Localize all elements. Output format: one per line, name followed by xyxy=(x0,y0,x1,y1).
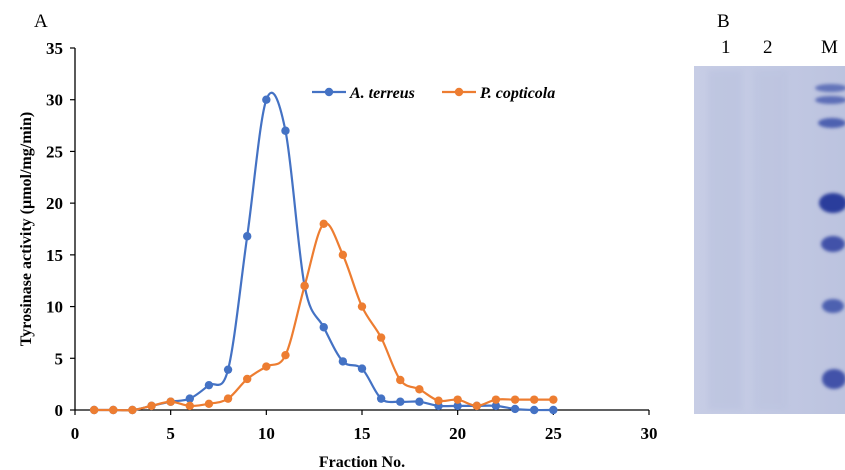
series-1-point-15 xyxy=(357,364,367,373)
series-1-point-20 xyxy=(453,401,462,411)
series-2-point-17 xyxy=(396,375,405,385)
series-1-line xyxy=(94,91,554,412)
y-tick-label: 35 xyxy=(46,39,63,58)
x-tick-label: 0 xyxy=(71,424,80,443)
series-2-point-20 xyxy=(453,395,462,404)
series-2-point-3 xyxy=(128,405,137,415)
x-tick-label: 30 xyxy=(641,424,658,443)
series-2-point-24 xyxy=(530,395,539,404)
y-tick-label: 0 xyxy=(55,401,64,420)
x-tick-label: 20 xyxy=(449,424,466,443)
y-tick-label: 30 xyxy=(46,91,63,110)
y-tick-label: 10 xyxy=(46,298,63,317)
series-2-point-23 xyxy=(510,395,520,404)
marker-band-5 xyxy=(821,236,845,252)
series-2-point-2 xyxy=(109,405,118,415)
marker-band-7 xyxy=(822,369,845,389)
series-2-point-10 xyxy=(262,362,271,371)
series-2-point-9 xyxy=(243,374,252,384)
gel-lane-label-m: M xyxy=(821,37,838,58)
x-tick-label: 15 xyxy=(354,424,371,443)
series-1-point-11 xyxy=(281,126,290,135)
series-1-point-16 xyxy=(376,394,386,403)
y-tick-label: 25 xyxy=(46,142,63,161)
marker-band-4 xyxy=(819,193,845,213)
series-1-point-13 xyxy=(319,323,328,332)
marker-band-2 xyxy=(815,96,845,104)
series-2-point-6 xyxy=(185,401,194,411)
tyrosinase-activity-chart: 0 5 10 15 20 25 30 35 0 5 10 15 20 25 30 Fraction No. Ty… xyxy=(18,39,658,470)
marker-band-6 xyxy=(822,299,844,313)
series-1-point-10 xyxy=(262,95,271,104)
chart-series xyxy=(89,91,558,415)
series-2-point-16 xyxy=(376,333,386,342)
series-1-point-25 xyxy=(549,405,558,415)
series-2-point-8 xyxy=(223,394,233,403)
y-tick-label: 15 xyxy=(46,246,63,265)
series-2-point-22 xyxy=(491,395,501,404)
series-2-point-21 xyxy=(472,401,481,411)
y-axis-title: Tyrosinase activity (µmol/mg/min) xyxy=(18,112,35,346)
series-1-point-6 xyxy=(185,394,194,403)
marker-band-3 xyxy=(818,118,845,128)
series-2-point-4 xyxy=(147,401,156,411)
legend-marker-1 xyxy=(324,87,334,97)
legend-label-2: P. copticola xyxy=(479,85,555,102)
panel-b-label: B xyxy=(717,11,730,32)
gel-lane-2-smear xyxy=(754,70,788,410)
series-1-point-9 xyxy=(243,232,252,241)
series-1-point-8 xyxy=(223,365,233,374)
series-2-point-5 xyxy=(166,397,175,406)
x-tick-label: 10 xyxy=(258,424,275,443)
gel-lane-label-1: 1 xyxy=(721,37,731,58)
series-1-point-23 xyxy=(510,404,520,414)
series-2-point-12 xyxy=(300,281,309,291)
series-2-point-14 xyxy=(338,250,348,260)
series-1-point-18 xyxy=(415,397,424,406)
series-2-point-13 xyxy=(319,219,328,229)
legend-label-1: A. terreus xyxy=(349,85,415,102)
chart-legend: A. terreus P. copticola xyxy=(312,85,555,102)
chart-axes: 0 5 10 15 20 25 30 35 0 5 10 15 20 25 30 Fraction No. Ty… xyxy=(18,39,658,470)
legend-marker-2 xyxy=(454,87,464,97)
gel-lane-label-2: 2 xyxy=(763,37,773,58)
series-2-line xyxy=(94,222,554,412)
series-2 xyxy=(89,219,558,415)
y-tick-label: 20 xyxy=(46,194,63,213)
series-1-point-22 xyxy=(491,401,501,411)
series-1-point-17 xyxy=(396,397,405,406)
gel-lane-1-smear xyxy=(708,70,742,410)
series-2-point-18 xyxy=(415,385,424,394)
x-tick-label: 25 xyxy=(545,424,562,443)
series-2-point-19 xyxy=(434,396,443,405)
series-1-point-24 xyxy=(530,405,539,415)
series-2-point-7 xyxy=(204,399,214,408)
x-tick-label: 5 xyxy=(166,424,175,443)
series-1-point-7 xyxy=(204,380,214,390)
series-2-point-11 xyxy=(281,350,290,360)
series-1-point-14 xyxy=(338,357,348,366)
series-1 xyxy=(89,91,558,415)
series-2-point-25 xyxy=(549,395,558,404)
panel-a-label: A xyxy=(34,11,48,32)
gel-marker-lane xyxy=(815,84,845,389)
y-tick-label: 5 xyxy=(55,349,64,368)
x-axis-title: Fraction No. xyxy=(319,454,405,470)
sds-page-gel-image xyxy=(694,66,845,414)
series-2-point-1 xyxy=(89,405,99,415)
series-2-point-15 xyxy=(357,302,367,311)
marker-band-1 xyxy=(815,84,845,92)
